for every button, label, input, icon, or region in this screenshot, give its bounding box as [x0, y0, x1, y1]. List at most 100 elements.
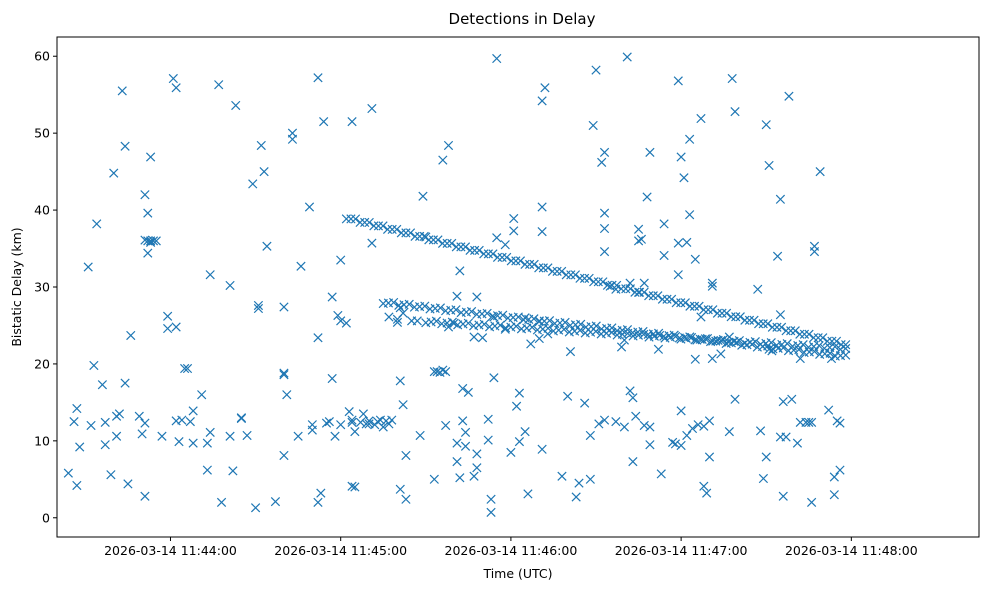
data-point — [829, 490, 839, 500]
data-point — [97, 380, 108, 390]
data-point-mark — [639, 329, 649, 340]
data-point-mark — [83, 262, 93, 272]
data-point — [575, 325, 585, 335]
data-point-mark — [472, 292, 482, 302]
data-point — [250, 503, 261, 513]
data-point — [750, 336, 760, 347]
data-point-mark — [565, 346, 576, 357]
data-point — [623, 328, 633, 339]
data-point-mark — [628, 456, 638, 467]
data-point — [599, 208, 610, 218]
data-point-mark — [367, 238, 377, 248]
data-point-mark — [585, 474, 595, 484]
data-point-mark — [117, 86, 127, 96]
data-point — [628, 393, 638, 403]
data-point — [458, 416, 468, 426]
data-point-mark — [662, 294, 672, 304]
data-point — [327, 292, 337, 302]
data-point-mark — [621, 284, 631, 294]
data-point-mark — [486, 507, 496, 518]
data-point-mark — [537, 444, 547, 454]
data-point — [699, 481, 709, 491]
data-point-mark — [806, 497, 817, 508]
data-point-mark — [433, 235, 443, 245]
data-point — [304, 202, 315, 212]
data-point — [772, 322, 782, 332]
data-point — [392, 317, 403, 328]
data-point-mark — [639, 287, 649, 297]
data-point-mark — [360, 217, 370, 228]
y-tick-label: 30 — [34, 280, 50, 295]
data-point-mark — [497, 252, 507, 262]
data-point-mark — [776, 322, 787, 332]
data-point-mark — [699, 305, 709, 315]
data-point — [202, 465, 212, 475]
data-point — [460, 441, 471, 451]
data-point-mark — [687, 423, 698, 434]
data-point — [784, 91, 794, 101]
data-point-mark — [455, 473, 465, 483]
data-point-mark — [431, 316, 442, 326]
data-point-mark — [401, 228, 411, 238]
data-point-mark — [347, 481, 357, 491]
data-point-mark — [120, 378, 130, 388]
data-point-mark — [625, 386, 635, 396]
data-point — [452, 456, 462, 467]
data-point-mark — [114, 409, 125, 419]
data-point-mark — [670, 331, 681, 342]
data-point — [537, 202, 547, 212]
data-point — [455, 473, 465, 483]
data-point — [313, 333, 323, 343]
data-point-mark — [585, 430, 595, 441]
data-point-mark — [636, 234, 647, 244]
x-tick-label: 2026-03-14 11:48:00 — [785, 543, 918, 558]
data-point-mark — [798, 340, 808, 350]
data-point-mark — [782, 339, 792, 349]
data-point-mark — [336, 420, 346, 430]
data-point-mark — [171, 83, 181, 93]
data-point — [815, 166, 825, 177]
data-point — [443, 140, 454, 151]
data-point-mark — [781, 432, 791, 442]
data-point — [432, 366, 442, 377]
data-point — [639, 287, 649, 297]
data-point — [814, 341, 824, 351]
data-point-mark — [593, 277, 603, 287]
data-point — [483, 249, 493, 259]
data-point-mark — [502, 252, 512, 262]
data-point — [143, 208, 153, 218]
data-point-mark — [574, 478, 584, 488]
data-point-mark — [761, 120, 771, 130]
data-point — [818, 333, 828, 343]
y-tick-label: 40 — [34, 203, 50, 218]
data-point-mark — [616, 284, 626, 294]
data-point-mark — [72, 403, 82, 414]
data-point — [205, 427, 215, 438]
data-point — [827, 336, 837, 346]
data-point — [197, 390, 207, 400]
data-point — [524, 259, 535, 269]
data-point — [702, 333, 713, 344]
data-point — [676, 152, 686, 162]
data-point — [360, 217, 370, 228]
data-point-mark — [321, 418, 332, 428]
data-point — [763, 319, 773, 329]
data-point — [410, 231, 420, 242]
data-point-mark — [488, 249, 498, 259]
data-point — [171, 322, 181, 332]
data-point-mark — [451, 242, 461, 252]
data-point-mark — [679, 173, 689, 183]
data-point — [511, 321, 521, 331]
data-point-mark — [707, 353, 717, 364]
data-point-mark — [594, 419, 604, 429]
data-point — [333, 310, 343, 321]
data-point — [63, 468, 73, 478]
data-point-mark — [589, 277, 599, 287]
data-point — [350, 214, 361, 224]
data-point-mark — [673, 76, 683, 86]
data-point — [544, 315, 555, 326]
data-point — [458, 383, 468, 394]
data-point — [730, 394, 740, 404]
data-point-mark — [602, 280, 613, 290]
data-point — [188, 438, 198, 448]
